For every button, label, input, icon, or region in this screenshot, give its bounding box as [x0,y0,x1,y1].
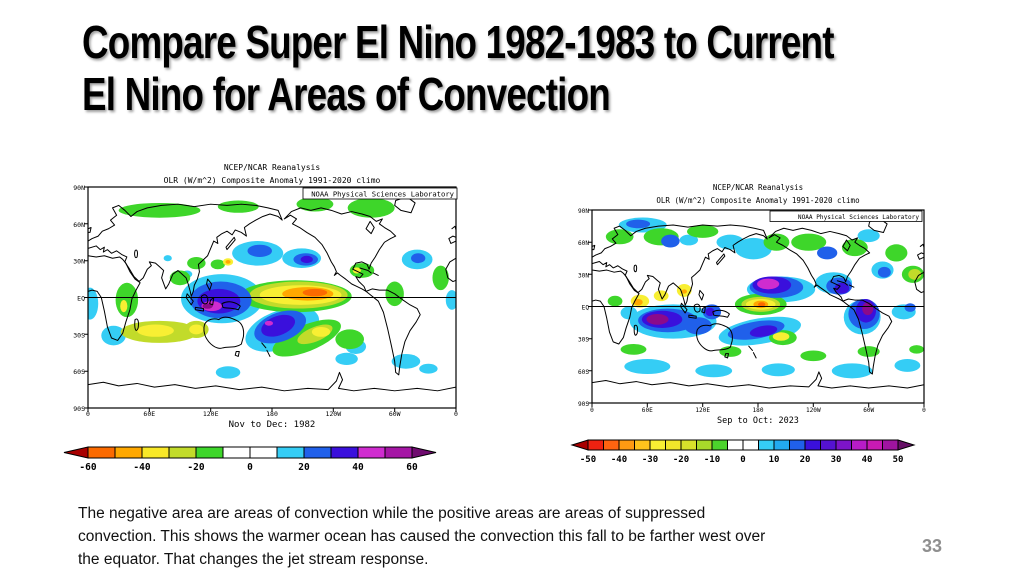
lon-label: 0 [86,410,90,418]
body-text: The negative area are areas of convectio… [78,502,938,571]
colorbar-tick: -60 [79,462,96,473]
colorbar-tick: 20 [298,462,310,473]
lat-label: 30S [578,337,589,344]
maps-figure-canvas: NCEP/NCAR Reanalysis OLR (W/m^2) Composi… [63,163,926,473]
map-right-watermark: NOAA Physical Sciences Laboratory [798,214,919,221]
colorbar-tick: 30 [831,455,842,465]
colorbar-tick: 40 [352,462,364,473]
map-right-title: NCEP/NCAR Reanalysis [713,183,803,192]
colorbar-left-arrow-min [63,446,89,459]
colorbar-left: -60 -40 -20 0 20 40 60 [63,446,437,473]
colorbar-left-arrow-max [411,446,437,459]
slide-title-line-2: El Nino for Areas of Convection [82,68,611,121]
lon-label: 180 [752,407,763,414]
colorbar-tick: -20 [187,462,204,473]
colorbar-tick: -30 [642,455,658,465]
colorbar-tick: 50 [893,455,904,465]
map-right-figure: NCEP/NCAR Reanalysis OLR (W/m^2) Composi… [570,183,926,465]
lon-label: 60W [389,410,401,418]
lat-label: 60S [578,369,589,376]
lat-label: 90S [578,401,589,408]
lon-label: 60E [143,410,155,418]
body-text-line: the equator. That changes the jet stream… [78,551,429,568]
page-number: 33 [922,536,943,556]
map-right-caption: Sep to Oct: 2023 [717,416,799,426]
lon-label: 120W [325,410,341,418]
colorbar-tick: 20 [800,455,811,465]
slide-title-line-1: Compare Super El Nino 1982-1983 to Curre… [82,16,835,68]
map-left-figure: NCEP/NCAR Reanalysis OLR (W/m^2) Composi… [63,163,458,473]
lon-label: 0 [922,407,926,414]
lon-label: 120E [695,407,710,414]
lat-label: 90S [73,405,85,413]
colorbar-tick: 0 [247,462,253,473]
colorbar-tick: -40 [133,462,150,473]
colorbar-tick: 60 [406,462,418,473]
colorbar-tick: -50 [580,455,596,465]
map-left-watermark: NOAA Physical Sciences Laboratory [311,190,454,199]
colorbar-tick: -10 [704,455,720,465]
map-left-lon-axis: 0 60E 120E 180 120W 60W 0 [86,410,458,418]
colorbar-tick: 40 [862,455,873,465]
map-right-subtitle: OLR (W/m^2) Composite Anomaly 1991-2020 … [656,196,860,205]
colorbar-tick: 0 [740,455,745,465]
lat-label: EQ [77,295,85,303]
colorbar-right-arrow-min [570,439,589,451]
map-right-lon-axis: 0 60E 120E 180 120W 60W 0 [590,407,926,414]
lat-label: 60N [73,221,85,229]
map-right-lat-axis: 90N 60N 30N EQ 30S 60S 90S [578,208,589,408]
map-left-anomaly-blobs [88,196,456,379]
colorbar-tick: -40 [611,455,627,465]
slide-title: Compare Super El Nino 1982-1983 to Curre… [82,16,962,121]
lat-label: 30N [73,258,85,266]
lon-label: 0 [454,410,458,418]
lat-label: 90N [73,184,85,192]
colorbar-tick: -20 [673,455,689,465]
lat-label: 90N [578,208,589,215]
map-left-title: NCEP/NCAR Reanalysis [224,163,321,172]
lat-label: 60S [73,368,85,376]
lat-label: 30N [578,272,589,279]
lon-label: 120E [203,410,219,418]
map-right-anomaly-blobs [605,217,924,379]
lat-label: 60N [578,240,589,247]
lon-label: 0 [590,407,594,414]
colorbar-right: -50 -40 -30 -20 -10 0 10 20 30 40 50 [570,439,916,465]
lat-label: EQ [582,305,590,312]
lat-label: 30S [73,331,85,339]
lon-label: 60W [863,407,874,414]
body-text-line: convection. This shows the warmer ocean … [78,528,766,545]
lon-label: 180 [266,410,278,418]
map-left-caption: Nov to Dec: 1982 [229,420,316,430]
body-text-line: The negative area are areas of convectio… [78,505,706,522]
lon-label: 60E [642,407,653,414]
lon-label: 120W [806,407,821,414]
colorbar-tick: 10 [769,455,780,465]
map-left-subtitle: OLR (W/m^2) Composite Anomaly 1991-2020 … [164,176,381,185]
colorbar-right-arrow-max [897,439,916,451]
map-left-lat-axis: 90N 60N 30N EQ 30S 60S 90S [73,184,85,413]
